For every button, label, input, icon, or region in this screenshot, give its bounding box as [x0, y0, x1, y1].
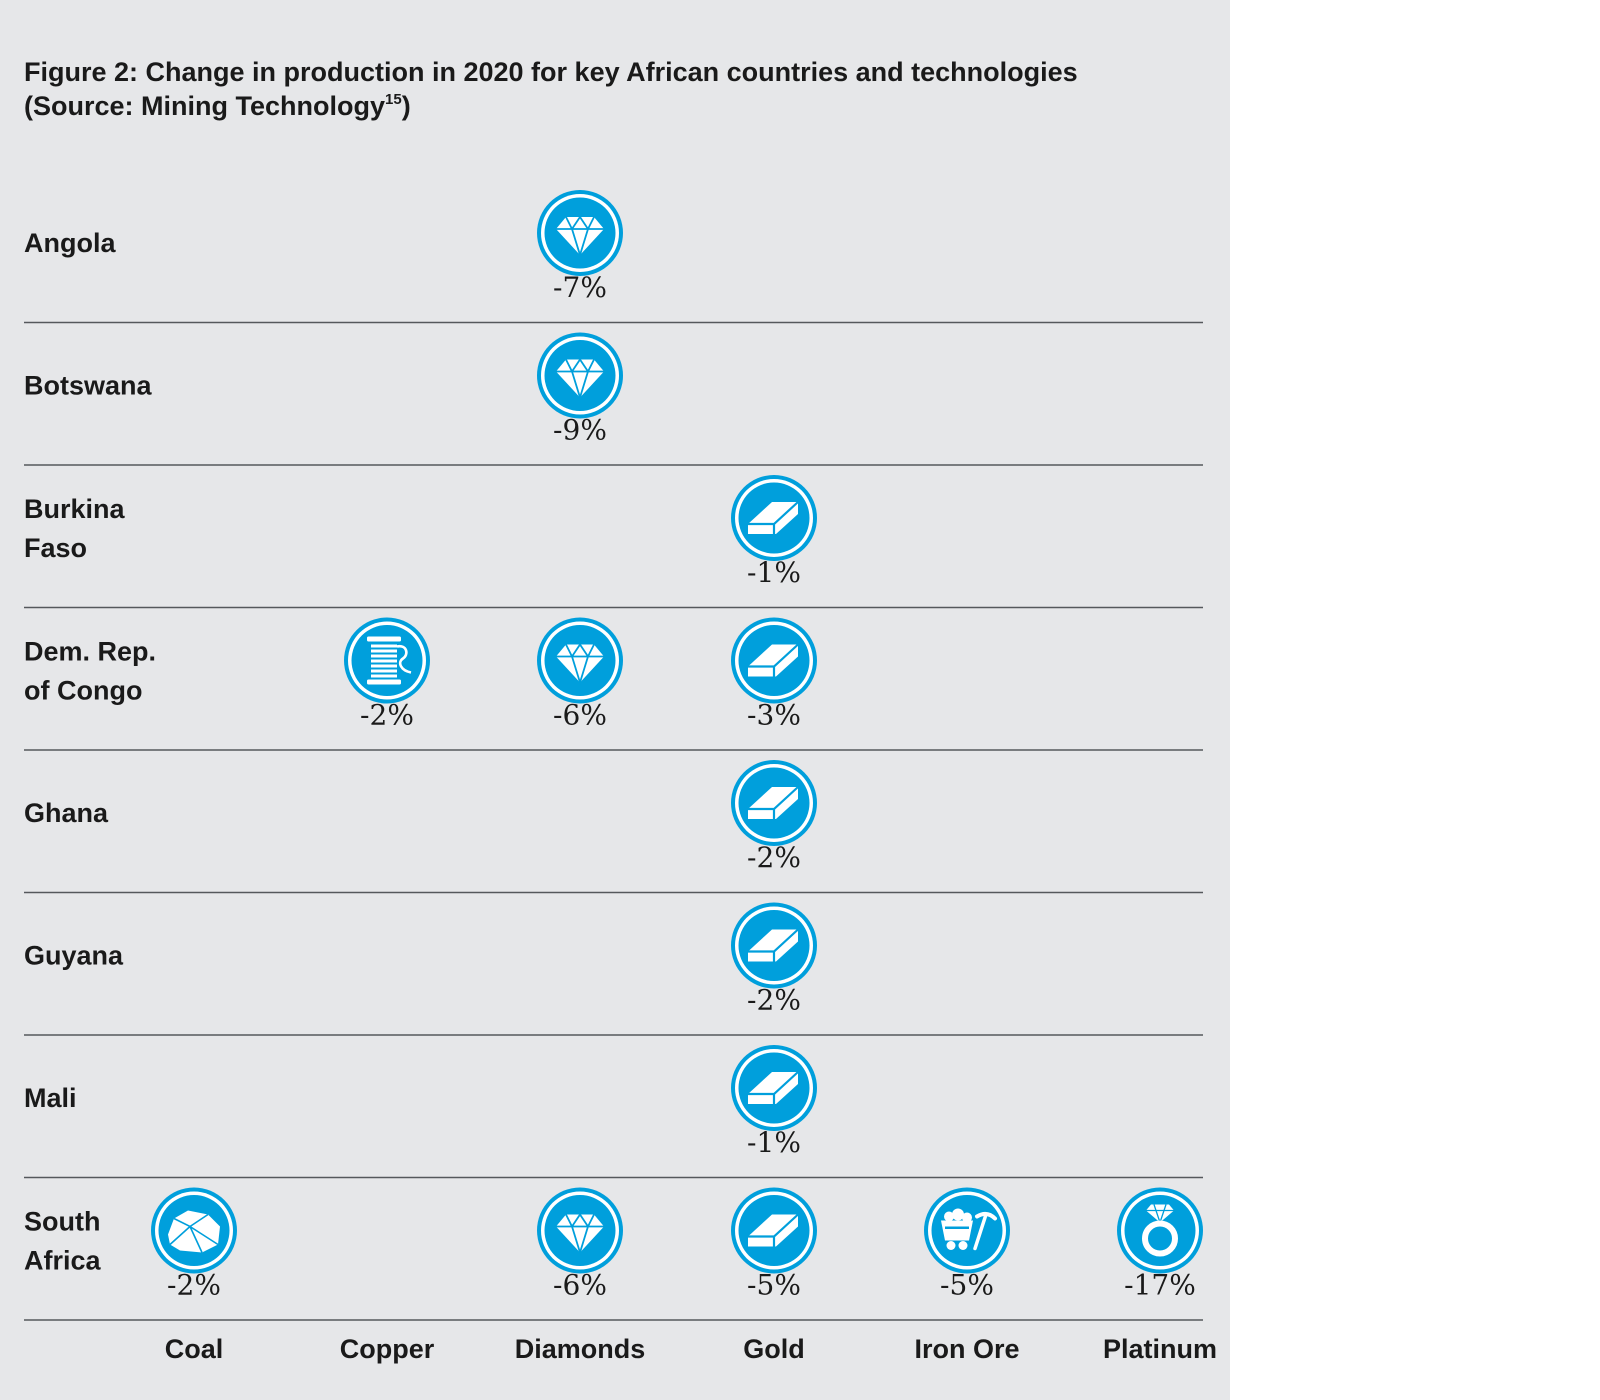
country-label: South	[24, 1207, 100, 1237]
row-angola: Angola -7%	[24, 190, 1203, 324]
country-label: Mali	[24, 1083, 77, 1113]
diamond-ring-icon	[1117, 1187, 1203, 1274]
country-label: Angola	[24, 228, 116, 258]
row-ghana: Ghana -2%	[24, 760, 1203, 894]
column-label-diamonds: Diamonds	[515, 1334, 646, 1364]
coal-rock-icon	[151, 1187, 237, 1274]
diamond-icon	[537, 190, 623, 276]
country-label: of Congo	[24, 676, 142, 706]
cell-diamonds: -6%	[537, 1187, 623, 1302]
country-label: Guyana	[24, 941, 124, 971]
value-label: -2%	[747, 841, 801, 874]
diamond-icon	[537, 617, 623, 704]
cell-gold: -3%	[731, 617, 817, 732]
cell-platinum: -17%	[1117, 1187, 1203, 1302]
value-label: -6%	[553, 699, 607, 732]
column-label-copper: Copper	[340, 1334, 435, 1364]
country-label: Burkina	[24, 494, 126, 524]
gold-bar-icon	[731, 1045, 817, 1131]
country-label: Botswana	[24, 371, 153, 401]
value-label: -9%	[553, 414, 607, 447]
column-label-platinum: Platinum	[1103, 1334, 1217, 1364]
value-label: -1%	[747, 556, 801, 589]
value-label: -6%	[553, 1269, 607, 1302]
row-guyana: Guyana -2%	[24, 902, 1203, 1036]
column-label-coal: Coal	[165, 1334, 224, 1364]
value-label: -2%	[167, 1269, 221, 1302]
gold-bar-icon	[731, 1187, 817, 1274]
value-label: -3%	[747, 699, 801, 732]
cell-gold: -2%	[731, 902, 817, 1017]
country-label: Dem. Rep.	[24, 637, 156, 667]
mining-production-chart: Angola -7% Botswana -9% Burkina Faso -1% Dem. R…	[24, 190, 1217, 1364]
row-botswana: Botswana -9%	[24, 332, 1203, 466]
cell-gold: -1%	[731, 1045, 817, 1159]
mine-cart-pickaxe-icon	[924, 1187, 1010, 1274]
cell-diamonds: -6%	[537, 617, 623, 732]
row-dem-rep-of-congo: Dem. Rep. of Congo -2% -6% -3%	[24, 617, 1203, 751]
chart-title-line2: (Source: Mining Technology15)	[24, 89, 1204, 123]
gold-bar-icon	[731, 617, 817, 704]
row-south-africa: South Africa -2% -6% -5% -5% -17%	[24, 1187, 1203, 1321]
gold-bar-icon	[731, 475, 817, 561]
value-label: -2%	[360, 699, 414, 732]
value-label: -5%	[940, 1269, 994, 1302]
diamond-icon	[537, 332, 623, 419]
diamond-icon	[537, 1187, 623, 1274]
chart-title-line1: Figure 2: Change in production in 2020 f…	[24, 57, 1078, 87]
cell-diamonds: -9%	[537, 332, 623, 447]
cell-coal: -2%	[151, 1187, 237, 1302]
chart-rows: Angola -7% Botswana -9% Burkina Faso -1% Dem. R…	[24, 190, 1203, 1321]
chart-column-labels: Coal Copper Diamonds Gold Iron Ore Platinum	[165, 1334, 1217, 1364]
cell-gold: -2%	[731, 760, 817, 874]
column-label-gold: Gold	[743, 1334, 805, 1364]
chart-title-source: (Source: Mining Technology	[24, 91, 385, 121]
row-burkina-faso: Burkina Faso -1%	[24, 475, 1203, 609]
chart-title-footnote: 15	[385, 91, 402, 108]
value-label: -7%	[553, 271, 607, 304]
value-label: -2%	[747, 984, 801, 1017]
value-label: -1%	[747, 1126, 801, 1159]
chart-title: Figure 2: Change in production in 2020 f…	[24, 55, 1204, 123]
copper-spool-icon	[344, 617, 430, 704]
chart-title-close: )	[401, 91, 411, 121]
cell-iron-ore: -5%	[924, 1187, 1010, 1302]
gold-bar-icon	[731, 902, 817, 989]
country-label: Ghana	[24, 798, 109, 828]
cell-copper: -2%	[344, 617, 430, 732]
gold-bar-icon	[731, 760, 817, 846]
value-label: -5%	[747, 1269, 801, 1302]
value-label: -17%	[1124, 1269, 1196, 1302]
cell-diamonds: -7%	[537, 190, 623, 304]
country-label: Faso	[24, 533, 87, 563]
cell-gold: -1%	[731, 475, 817, 589]
column-label-iron-ore: Iron Ore	[914, 1334, 1019, 1364]
row-mali: Mali -1%	[24, 1045, 1203, 1179]
cell-gold: -5%	[731, 1187, 817, 1302]
icon-inner-circle	[1124, 1195, 1196, 1266]
country-label: Africa	[24, 1246, 102, 1276]
